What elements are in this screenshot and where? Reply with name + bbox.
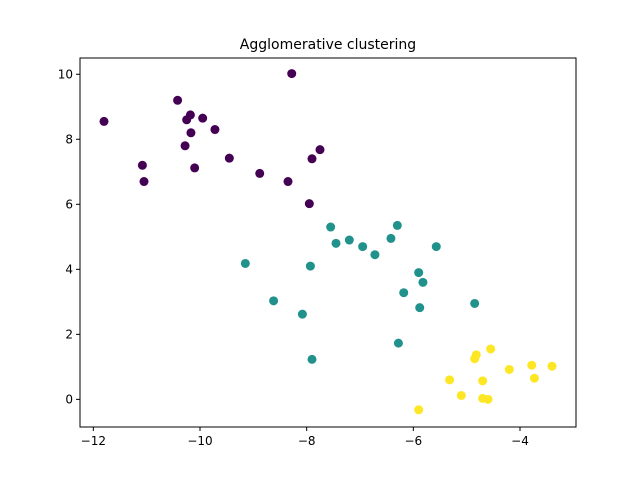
cluster-2-point [240,258,250,268]
cluster-1-point [180,141,190,151]
cluster-2-point [393,338,403,348]
cluster-1-point [283,177,293,187]
y-tick-label: 10 [58,67,73,81]
cluster-2-point [399,288,409,298]
x-tick-label: −6 [404,434,422,448]
cluster-1-point [198,113,208,123]
cluster-2-point [344,235,354,245]
cluster-2-point [358,242,368,252]
cluster-3-point [414,405,424,415]
cluster-1-point [315,145,325,155]
x-tick-label: −12 [81,434,106,448]
cluster-2-point [392,220,402,230]
cluster-1-point [255,168,265,178]
cluster-1-point [307,154,317,164]
plot-area-frame [79,57,577,428]
cluster-2-point [418,277,428,287]
cluster-1-point [99,116,109,126]
cluster-1-point [139,177,149,187]
chart-title: Agglomerative clustering [240,37,416,53]
cluster-2-point [326,222,336,232]
cluster-3-point [527,360,537,370]
x-axis: −12 −10 −8 −6 −4 [81,427,529,448]
cluster-2-point [415,303,425,313]
y-tick-label: 2 [65,327,73,341]
cluster-2-point [307,354,317,364]
cluster-1-point [137,160,147,170]
cluster-2-point [470,298,480,308]
cluster-1-point [224,153,234,163]
cluster-3-point [504,364,514,374]
cluster-3-point [529,373,539,383]
cluster-2-point [386,233,396,243]
cluster-1-point [173,95,183,105]
cluster-2-point [305,261,315,271]
y-tick-label: 8 [65,132,73,146]
y-axis: 0 2 4 6 8 10 [58,67,80,406]
y-tick-label: 0 [65,392,73,406]
cluster-2-point [269,296,279,306]
y-tick-label: 6 [65,197,73,211]
cluster-1-point [287,69,297,79]
y-tick-label: 4 [65,262,73,276]
cluster-3-point [486,344,496,354]
cluster-3-point [456,390,466,400]
x-tick-label: −8 [298,434,316,448]
x-tick-label: −4 [511,434,529,448]
cluster-1-point [186,128,196,138]
cluster-3-point [483,394,493,404]
cluster-2-point [297,309,307,319]
cluster-2-point [331,238,341,248]
cluster-1-point [190,163,200,173]
x-tick-label: −10 [187,434,212,448]
cluster-3-point [547,361,557,371]
cluster-2-point [414,268,424,278]
cluster-2-point [370,250,380,260]
cluster-1-point [304,199,314,209]
cluster-2-point [431,242,441,252]
cluster-1-point [185,110,195,120]
data-points [99,69,557,415]
cluster-3-point [445,375,455,385]
cluster-3-point [478,376,488,386]
cluster-3-point [471,350,481,360]
cluster-1-point [210,125,220,135]
